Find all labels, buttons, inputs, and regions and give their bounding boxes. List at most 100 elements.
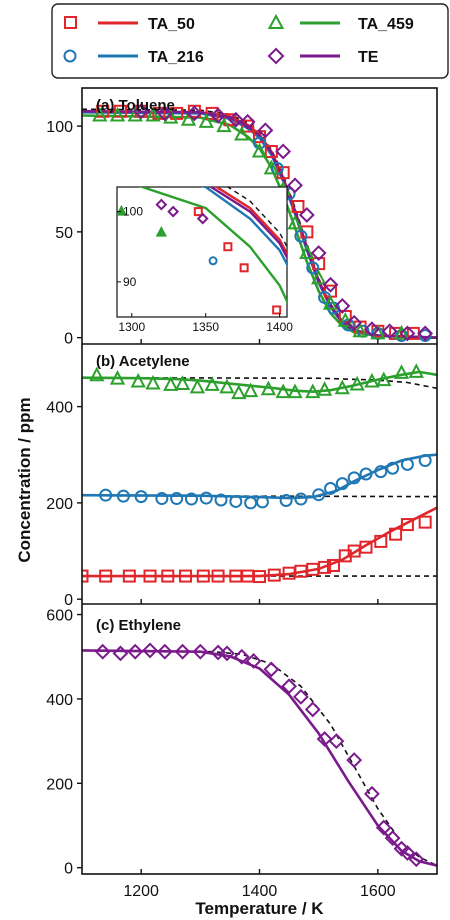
data-point [208,256,218,266]
data-point [322,276,339,293]
data-point [338,309,352,323]
data-point [408,363,424,378]
fit-line-ta50 [82,506,437,578]
data-point [322,295,339,310]
legend-frame [51,3,449,79]
data-point [179,569,193,583]
data-point [337,312,353,327]
data-point [127,643,144,660]
data-point [400,518,414,532]
data-point [393,364,410,379]
data-point [211,569,225,583]
data-point [186,105,203,122]
data-point [346,314,363,331]
data-point [214,493,228,507]
data-point [219,645,235,662]
data-point [304,701,321,718]
data-point [205,106,219,120]
inset-x-tick-label: 1350 [192,320,219,334]
data-point [192,643,209,660]
data-point [143,569,157,583]
data-point [400,457,414,471]
data-point [312,488,326,502]
panel-title-toluene: (a) Toluene [96,97,175,114]
data-point [184,492,198,506]
data-point [364,321,380,338]
plot-area [82,103,437,343]
data-point [155,492,169,506]
inset-x-tick-label: 1300 [118,320,145,334]
data-point [386,461,400,475]
data-point [318,560,332,574]
legend-marker-diamond [267,47,285,65]
data-point [92,106,108,122]
data-point [349,375,365,391]
data-point [263,159,279,175]
legend-label-ta216: TA_216 [148,49,204,66]
data-point [155,198,168,211]
data-point [170,492,184,506]
data-point [251,142,268,158]
data-point [359,540,373,554]
data-point [253,570,266,584]
data-point [210,107,226,124]
panel-acetylene [82,363,437,584]
data-point [324,481,337,495]
data-point [294,229,308,243]
data-point [376,371,392,387]
data-point [241,119,255,133]
data-point [99,569,113,583]
data-point [163,376,179,391]
y-tick-label: 600 [46,608,73,625]
data-point [389,527,403,541]
data-point [305,383,321,399]
data-point [234,125,250,141]
data-point [316,731,333,747]
data-point [145,374,161,390]
data-point [263,661,280,678]
data-point [281,678,297,695]
data-point [244,496,258,510]
data-point [253,136,266,150]
data-point [326,558,340,572]
y-tick-label: 0 [64,861,73,878]
y-tick-label: 50 [55,225,73,242]
data-point [335,477,349,491]
data-point [306,261,320,275]
legend-entry-te: TE [267,47,379,66]
data-point [399,844,416,861]
plot-area [82,642,437,868]
data-point [233,648,250,665]
y-tick-label: 400 [46,400,73,417]
inset-y-tick-label: 100 [123,205,143,219]
data-point [199,491,213,505]
x-axis-label: Temperature / K [195,899,324,918]
data-point [316,381,333,396]
data-point [328,733,345,750]
data-point [116,489,130,503]
data-point [223,242,233,252]
legend-marker-circle [63,49,77,63]
inset-fit-line-ta216 [200,187,287,267]
inset-x-tick-label: 1400 [266,320,293,334]
data-point [227,111,244,128]
plot-area [82,363,437,584]
data-point [346,752,363,769]
data-point [155,226,168,237]
x-tick-label: 1400 [242,883,278,900]
data-point [384,830,401,847]
legend-entry-ta50: TA_50 [64,16,195,33]
axis-ticks: 0 50 100 0 200 400 0 200 400 600 1200 1400 1600 [46,119,395,900]
data-point [299,244,315,260]
data-point [418,454,432,468]
data-point [130,372,146,388]
data-point [393,324,410,340]
inset-plot-area [117,187,287,315]
inset-fit-line-te [208,187,287,260]
data-point [334,379,350,395]
data-point [193,207,203,217]
data-point [359,467,373,481]
data-point [156,105,173,122]
data-point [156,643,173,660]
